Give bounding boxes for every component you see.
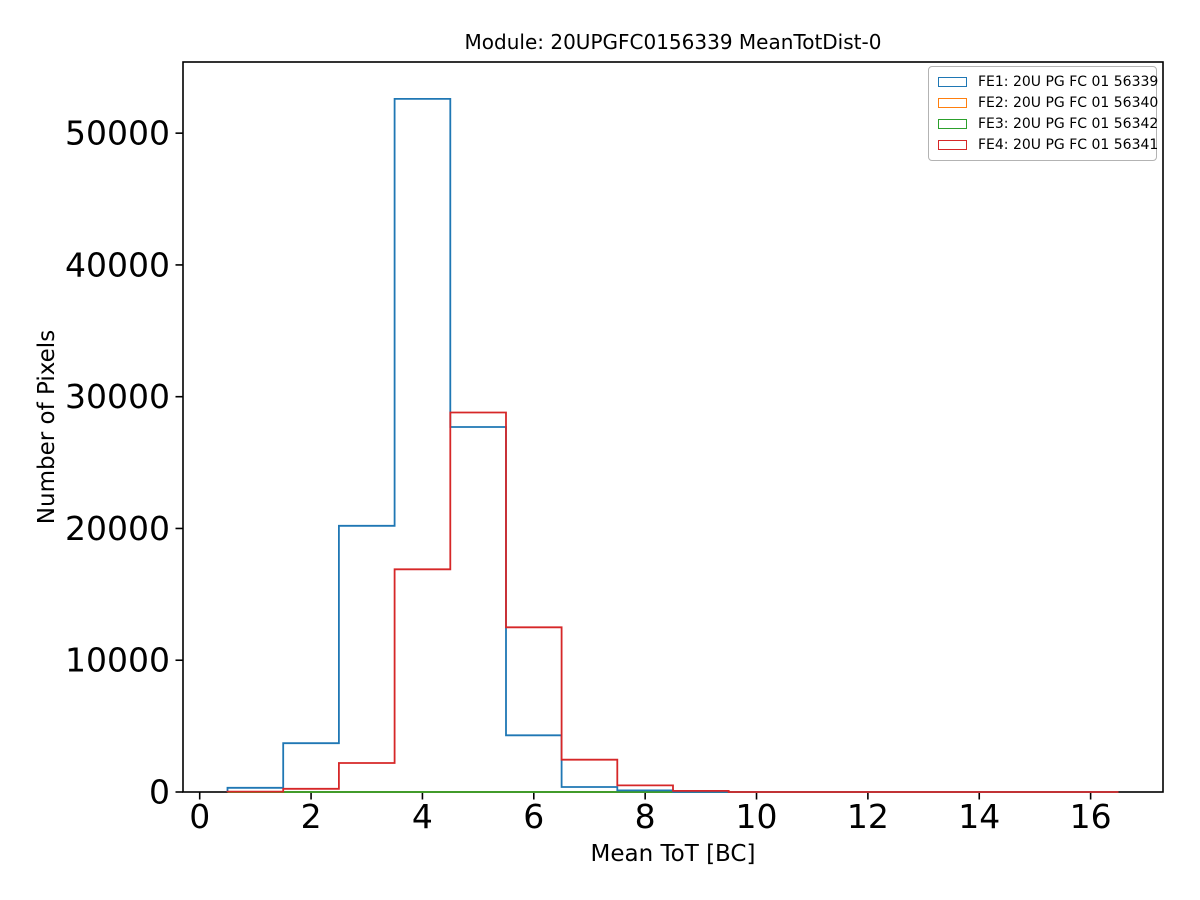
- legend: FE1: 20U PG FC 01 56339 FE2: 20U PG FC 0…: [928, 66, 1158, 161]
- x-tick-label: 0: [189, 797, 210, 836]
- fe3-swatch-icon: [938, 119, 967, 130]
- legend-label-fe3: FE3: 20U PG FC 01 56342: [978, 116, 1159, 133]
- x-tick-label: 10: [736, 797, 778, 836]
- histogram-step-series-4: [226, 411, 1119, 793]
- legend-item-fe3: FE3: 20U PG FC 01 56342: [935, 114, 1158, 135]
- x-tick-label: 16: [1070, 797, 1112, 836]
- y-tick-label: 40000: [65, 245, 170, 284]
- legend-item-fe4: FE4: 20U PG FC 01 56341: [935, 135, 1158, 156]
- legend-item-fe2: FE2: 20U PG FC 01 56340: [935, 92, 1158, 113]
- legend-label-fe1: FE1: 20U PG FC 01 56339: [978, 73, 1159, 90]
- x-axis-label: Mean ToT [BC]: [590, 841, 756, 867]
- fe4-swatch-icon: [938, 140, 967, 151]
- histogram-step-series-1: [226, 98, 1119, 793]
- x-tick-label: 2: [301, 797, 322, 836]
- y-tick-label: 50000: [65, 114, 170, 153]
- x-tick-label: 6: [523, 797, 544, 836]
- y-tick-label: 30000: [65, 377, 170, 416]
- x-tick-label: 14: [958, 797, 1000, 836]
- legend-item-fe1: FE1: 20U PG FC 01 56339: [935, 71, 1158, 92]
- axes-spines: [182, 61, 1164, 793]
- legend-label-fe4: FE4: 20U PG FC 01 56341: [978, 137, 1159, 154]
- x-tick-label: 8: [635, 797, 656, 836]
- y-tick-label: 10000: [65, 641, 170, 680]
- y-tick-label: 0: [149, 773, 170, 812]
- fe2-swatch-icon: [938, 97, 967, 108]
- legend-label-fe2: FE2: 20U PG FC 01 56340: [978, 94, 1159, 111]
- fe1-swatch-icon: [938, 76, 967, 87]
- x-tick-label: 4: [412, 797, 433, 836]
- y-axis-label: Number of Pixels: [34, 329, 60, 525]
- x-tick-label: 12: [847, 797, 889, 836]
- y-tick-label: 20000: [65, 509, 170, 548]
- chart-title: Module: 20UPGFC0156339 MeanTotDist-0: [464, 30, 882, 54]
